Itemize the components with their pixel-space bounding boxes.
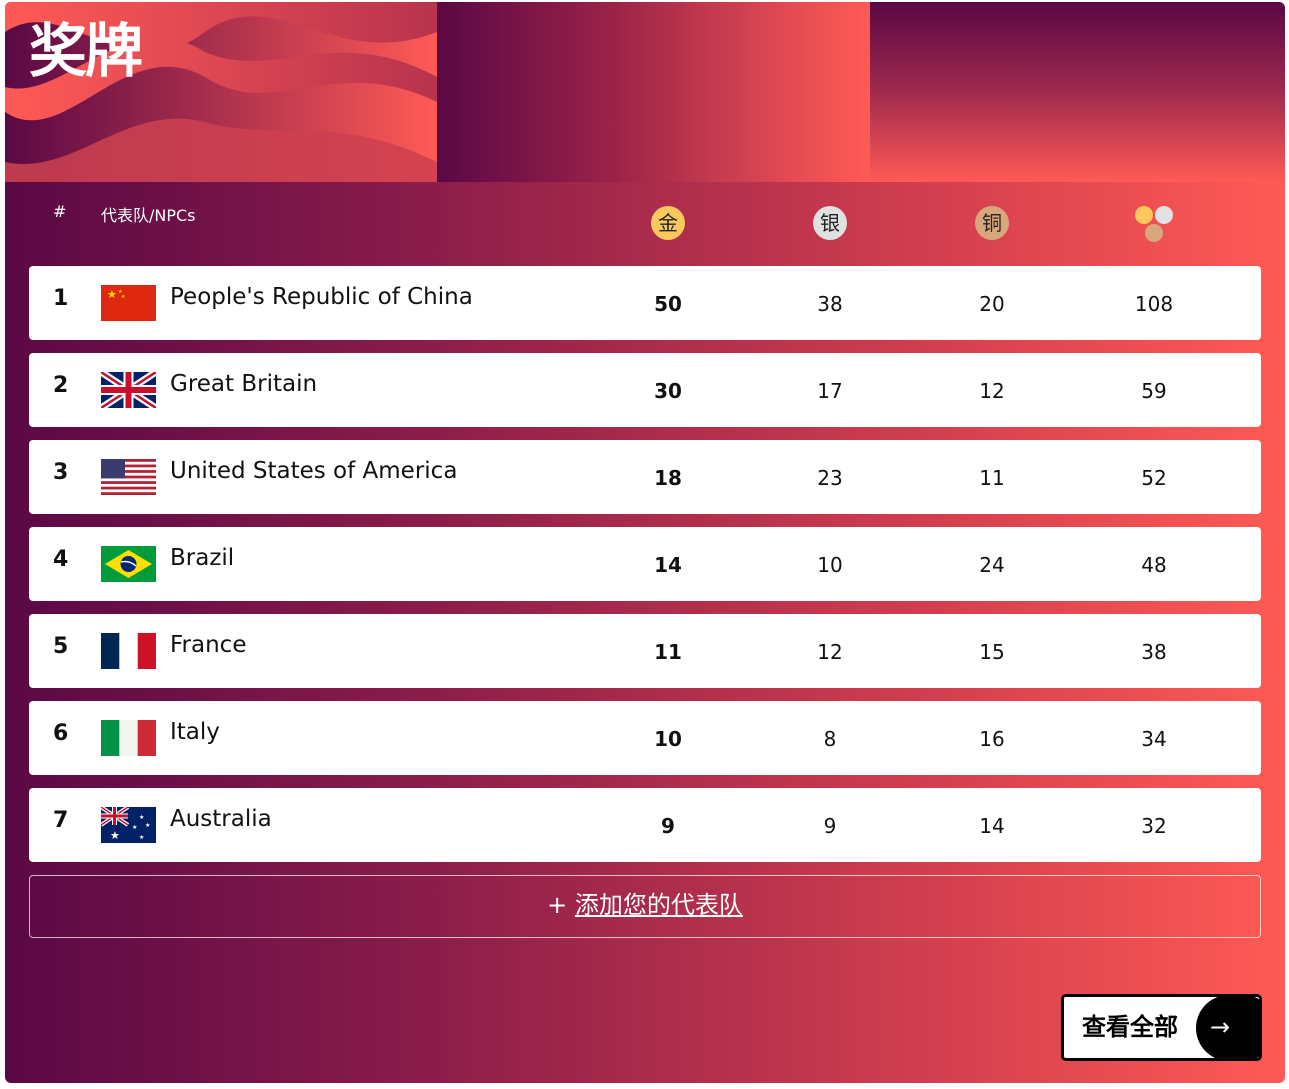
add-team-label: 添加您的代表队 bbox=[574, 891, 743, 919]
bronze-count: 24 bbox=[979, 553, 1005, 577]
silver-count: 10 bbox=[817, 553, 843, 577]
svg-text:★: ★ bbox=[139, 834, 144, 841]
silver-count: 17 bbox=[817, 379, 843, 403]
bronze-count: 20 bbox=[979, 292, 1005, 316]
flag-france-icon bbox=[101, 633, 156, 669]
gold-count: 9 bbox=[661, 814, 675, 838]
total-count: 48 bbox=[1141, 553, 1167, 577]
medal-table-card: 奖牌 # 代表队/NPCs 金 银 铜 1 ★ ★ ★ People's Repub… bbox=[5, 2, 1285, 1083]
silver-count: 9 bbox=[823, 814, 837, 838]
table-row[interactable]: 4 Brazil 14 10 24 48 bbox=[29, 527, 1261, 601]
svg-text:★: ★ bbox=[121, 294, 126, 300]
rank: 2 bbox=[53, 373, 69, 398]
team-name[interactable]: People's Republic of China bbox=[170, 284, 473, 310]
banner-gradient-right bbox=[870, 2, 1285, 182]
rank: 3 bbox=[53, 460, 69, 485]
total-count: 32 bbox=[1141, 814, 1167, 838]
table-row[interactable]: 3 United States of America 18 23 11 52 bbox=[29, 440, 1261, 514]
team-name[interactable]: Great Britain bbox=[170, 371, 318, 397]
bronze-count: 14 bbox=[979, 814, 1005, 838]
bronze-medal-icon: 铜 bbox=[975, 206, 1009, 240]
view-all-label: 查看全部 bbox=[1082, 1013, 1178, 1041]
table-row[interactable]: 6 Italy 10 8 16 34 bbox=[29, 701, 1261, 775]
svg-text:★: ★ bbox=[107, 288, 117, 301]
table-row[interactable]: 1 ★ ★ ★ People's Republic of China 50 38 2… bbox=[29, 266, 1261, 340]
plus-icon: + bbox=[547, 891, 568, 919]
total-count: 108 bbox=[1134, 292, 1174, 316]
total-count: 38 bbox=[1141, 640, 1167, 664]
silver-medal-icon: 银 bbox=[813, 206, 847, 240]
rank: 4 bbox=[53, 547, 69, 572]
team-name[interactable]: Brazil bbox=[170, 545, 235, 571]
silver-count: 23 bbox=[817, 466, 843, 490]
silver-count: 38 bbox=[817, 292, 843, 316]
page-title: 奖牌 bbox=[29, 17, 143, 85]
team-name[interactable]: Australia bbox=[170, 806, 272, 832]
total-count: 34 bbox=[1141, 727, 1167, 751]
flag-italy-icon bbox=[101, 720, 156, 756]
flag-brazil-icon bbox=[101, 546, 156, 582]
rank: 7 bbox=[53, 808, 69, 833]
team-name[interactable]: United States of America bbox=[170, 458, 458, 484]
rank: 6 bbox=[53, 721, 69, 746]
flag-usa-icon bbox=[101, 459, 156, 495]
svg-text:★: ★ bbox=[139, 814, 144, 821]
svg-text:★: ★ bbox=[145, 822, 150, 829]
table-row[interactable]: 5 France 11 12 15 38 bbox=[29, 614, 1261, 688]
svg-text:★: ★ bbox=[110, 829, 120, 842]
table-row[interactable]: 7 ★ ★ ★ ★ ★ Australia 9 9 14 32 bbox=[29, 788, 1261, 862]
banner-gradient-middle bbox=[437, 2, 870, 182]
gold-count: 18 bbox=[654, 466, 682, 490]
rank: 5 bbox=[53, 634, 69, 659]
team-name[interactable]: France bbox=[170, 632, 247, 658]
rank: 1 bbox=[53, 286, 69, 311]
svg-text:★: ★ bbox=[118, 289, 123, 295]
total-count: 52 bbox=[1141, 466, 1167, 490]
bronze-count: 16 bbox=[979, 727, 1005, 751]
wave-banner bbox=[5, 2, 437, 182]
team-name[interactable]: Italy bbox=[170, 719, 220, 745]
medals-total-icon bbox=[1133, 206, 1177, 246]
table-row[interactable]: 2 Great Britain 30 17 12 59 bbox=[29, 353, 1261, 427]
flag-australia-icon: ★★★★★ bbox=[101, 807, 156, 843]
bronze-count: 15 bbox=[979, 640, 1005, 664]
gold-count: 10 bbox=[654, 727, 682, 751]
arrow-right-icon: → bbox=[1196, 997, 1259, 1058]
flag-uk-icon bbox=[101, 372, 156, 408]
bronze-count: 11 bbox=[979, 466, 1005, 490]
gold-count: 30 bbox=[654, 379, 682, 403]
gold-count: 11 bbox=[654, 640, 682, 664]
gold-medal-icon: 金 bbox=[651, 206, 685, 240]
gold-count: 50 bbox=[654, 292, 682, 316]
flag-china-icon: ★ ★★ bbox=[101, 285, 156, 321]
header-rank: # bbox=[53, 202, 67, 221]
silver-count: 12 bbox=[817, 640, 843, 664]
view-all-button[interactable]: 查看全部 → bbox=[1061, 994, 1262, 1061]
svg-text:★: ★ bbox=[132, 824, 137, 831]
total-count: 59 bbox=[1141, 379, 1167, 403]
bronze-count: 12 bbox=[979, 379, 1005, 403]
silver-count: 8 bbox=[823, 727, 837, 751]
header-team: 代表队/NPCs bbox=[101, 206, 196, 225]
gold-count: 14 bbox=[654, 553, 682, 577]
add-team-button[interactable]: + 添加您的代表队 bbox=[29, 875, 1261, 938]
